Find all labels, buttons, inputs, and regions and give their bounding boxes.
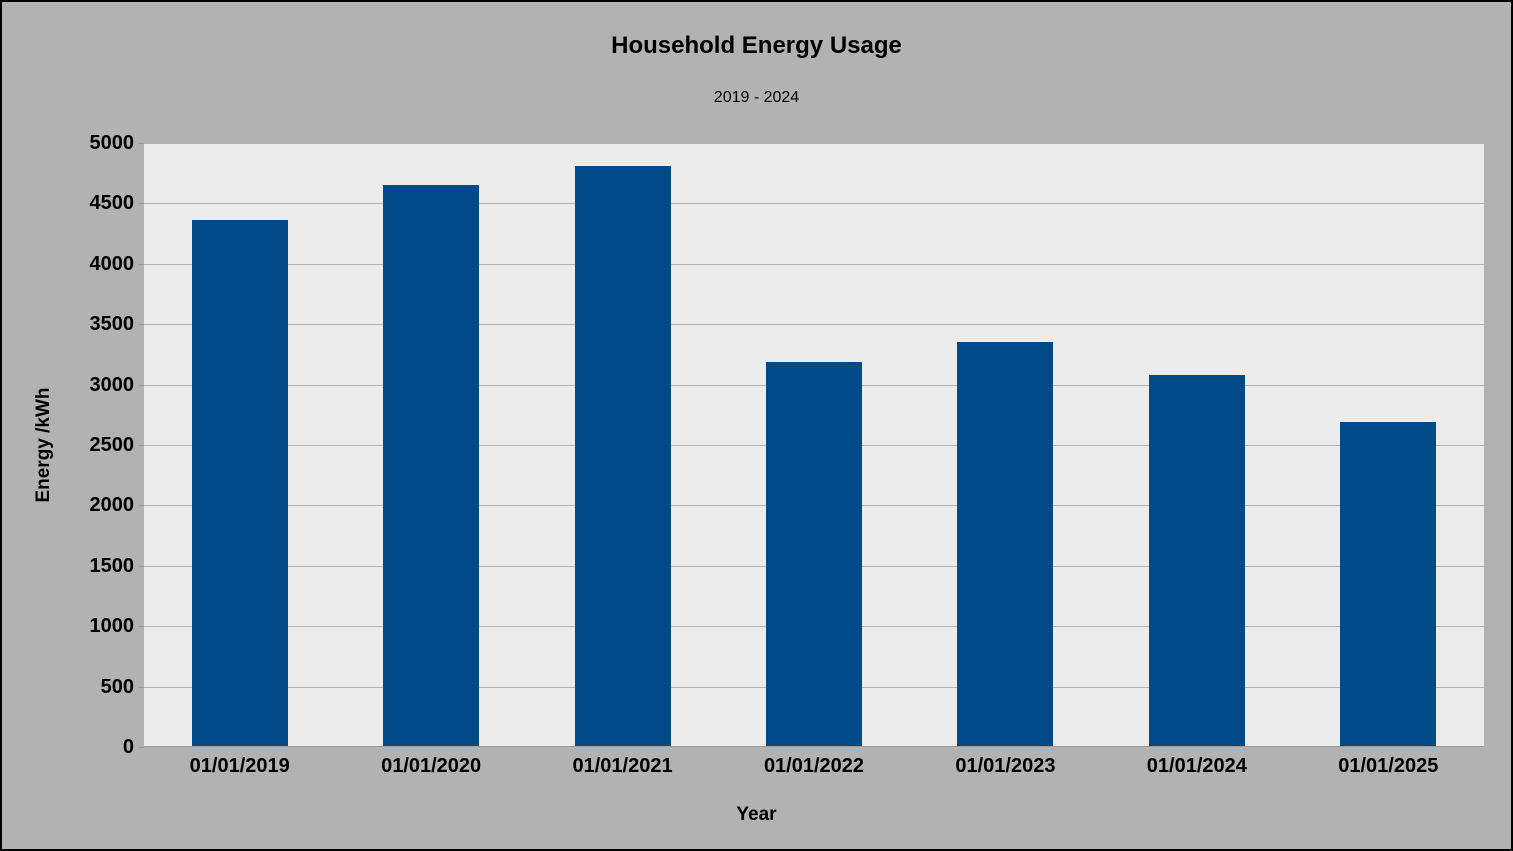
gridline (144, 746, 1484, 747)
y-tick-label: 1000 (89, 615, 135, 638)
y-tick-label: 500 (100, 675, 134, 698)
bar-01/01/2025 (1340, 422, 1437, 746)
gridline (144, 203, 1484, 205)
chart-title: Household Energy Usage (611, 32, 902, 59)
bar-01/01/2019 (191, 220, 288, 746)
x-tick-label: 01/01/2019 (189, 755, 290, 777)
bar-01/01/2021 (574, 165, 671, 746)
y-tick-label: 2000 (89, 494, 135, 517)
y-tick-label: 3000 (89, 373, 135, 396)
y-tick-label: 4000 (89, 252, 135, 275)
y-axis-tick-mark (138, 143, 144, 144)
y-axis-tick-mark (138, 747, 144, 748)
y-axis-tick-mark (138, 264, 144, 265)
y-axis-tick-mark (138, 626, 144, 627)
y-axis-tick-mark (138, 203, 144, 204)
chart-subtitle: 2019 - 2024 (713, 89, 800, 106)
y-axis-tick-mark (138, 687, 144, 688)
y-axis-tick-mark (138, 445, 144, 446)
plot-area (144, 143, 1484, 747)
y-tick-label: 3500 (89, 313, 135, 336)
gridline (144, 324, 1484, 326)
x-tick-label: 01/01/2024 (1146, 755, 1247, 777)
y-tick-label: 5000 (89, 132, 135, 154)
y-tick-label: 2500 (89, 434, 135, 456)
x-tick-label: 01/01/2021 (572, 755, 673, 777)
y-axis-tick-mark (138, 505, 144, 506)
bar-01/01/2020 (383, 185, 480, 746)
x-tick-label: 01/01/2022 (763, 755, 865, 777)
x-tick-label: 01/01/2025 (1338, 755, 1439, 777)
y-tick-label: 1500 (89, 554, 135, 577)
y-axis-tick-mark (138, 385, 144, 386)
bar-01/01/2023 (957, 342, 1054, 746)
x-tick-label: 01/01/2020 (381, 755, 482, 777)
gridline (144, 263, 1484, 265)
y-tick-label: 0 (122, 736, 134, 758)
y-axis-tick-mark (138, 566, 144, 567)
bar-01/01/2022 (766, 361, 862, 746)
bar-01/01/2024 (1148, 374, 1245, 746)
x-axis-title: Year (736, 804, 777, 825)
gridline (144, 143, 1484, 144)
y-tick-label: 4500 (89, 192, 135, 215)
x-tick-label: 01/01/2023 (955, 755, 1056, 777)
y-axis-tick-mark (138, 324, 144, 325)
